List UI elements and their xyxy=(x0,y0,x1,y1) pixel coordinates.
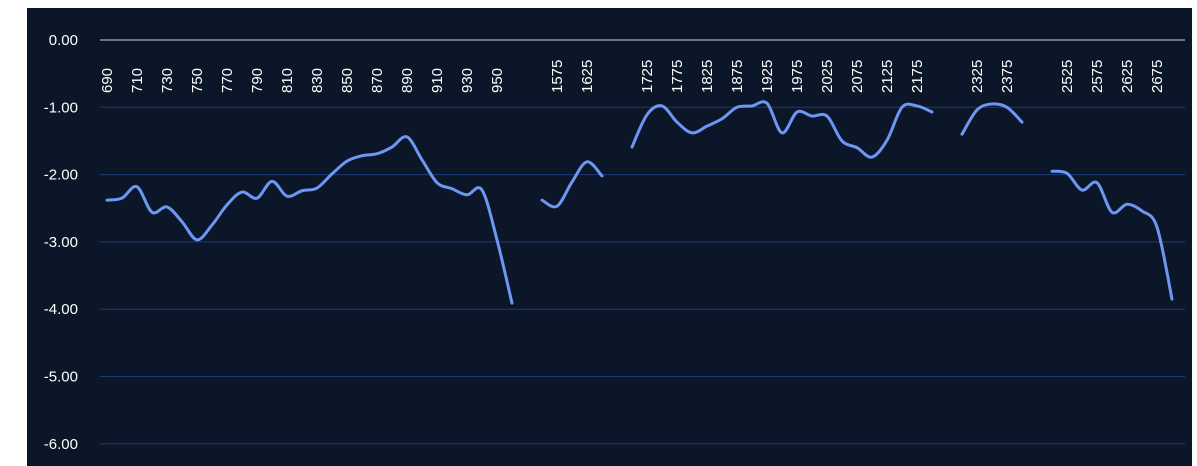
x-tick-label: 770 xyxy=(219,68,236,93)
x-tick-label: 2625 xyxy=(1119,60,1136,93)
x-tick-label: 1725 xyxy=(639,60,656,93)
x-tick-label: 810 xyxy=(279,68,296,93)
x-tick-label: 1925 xyxy=(759,60,776,93)
y-tick-label: -2.00 xyxy=(44,167,78,184)
chart-background xyxy=(27,8,1192,466)
x-tick-label: 850 xyxy=(339,68,356,93)
x-tick-label: 930 xyxy=(459,68,476,93)
x-tick-label: 2025 xyxy=(819,60,836,93)
x-tick-label: 1975 xyxy=(789,60,806,93)
x-tick-label: 2675 xyxy=(1149,60,1166,93)
x-tick-label: 950 xyxy=(489,68,506,93)
x-tick-label: 2125 xyxy=(879,60,896,93)
x-tick-label: 1875 xyxy=(729,60,746,93)
x-tick-label: 690 xyxy=(99,68,116,93)
x-tick-label: 2575 xyxy=(1089,60,1106,93)
x-tick-label: 750 xyxy=(189,68,206,93)
x-tick-label: 890 xyxy=(399,68,416,93)
x-tick-label: 1775 xyxy=(669,60,686,93)
x-tick-label: 2525 xyxy=(1059,60,1076,93)
x-tick-label: 710 xyxy=(129,68,146,93)
y-tick-label: -1.00 xyxy=(44,99,78,116)
x-tick-label: 910 xyxy=(429,68,446,93)
y-tick-label: -4.00 xyxy=(44,301,78,318)
x-tick-label: 730 xyxy=(159,68,176,93)
x-tick-label: 1625 xyxy=(579,60,596,93)
x-tick-label: 1825 xyxy=(699,60,716,93)
y-tick-label: -3.00 xyxy=(44,234,78,251)
x-tick-label: 870 xyxy=(369,68,386,93)
x-tick-label: 2375 xyxy=(999,60,1016,93)
y-tick-label: -5.00 xyxy=(44,368,78,385)
series-line xyxy=(105,100,1174,305)
x-tick-label: 790 xyxy=(249,68,266,93)
x-tick-label: 830 xyxy=(309,68,326,93)
x-tick-label: 1575 xyxy=(549,60,566,93)
y-tick-label: -6.00 xyxy=(44,436,78,453)
x-tick-label: 2175 xyxy=(909,60,926,93)
x-tick-label: 2325 xyxy=(969,60,986,93)
x-tick-label: 2075 xyxy=(849,60,866,93)
y-tick-label: 0.00 xyxy=(49,32,78,49)
